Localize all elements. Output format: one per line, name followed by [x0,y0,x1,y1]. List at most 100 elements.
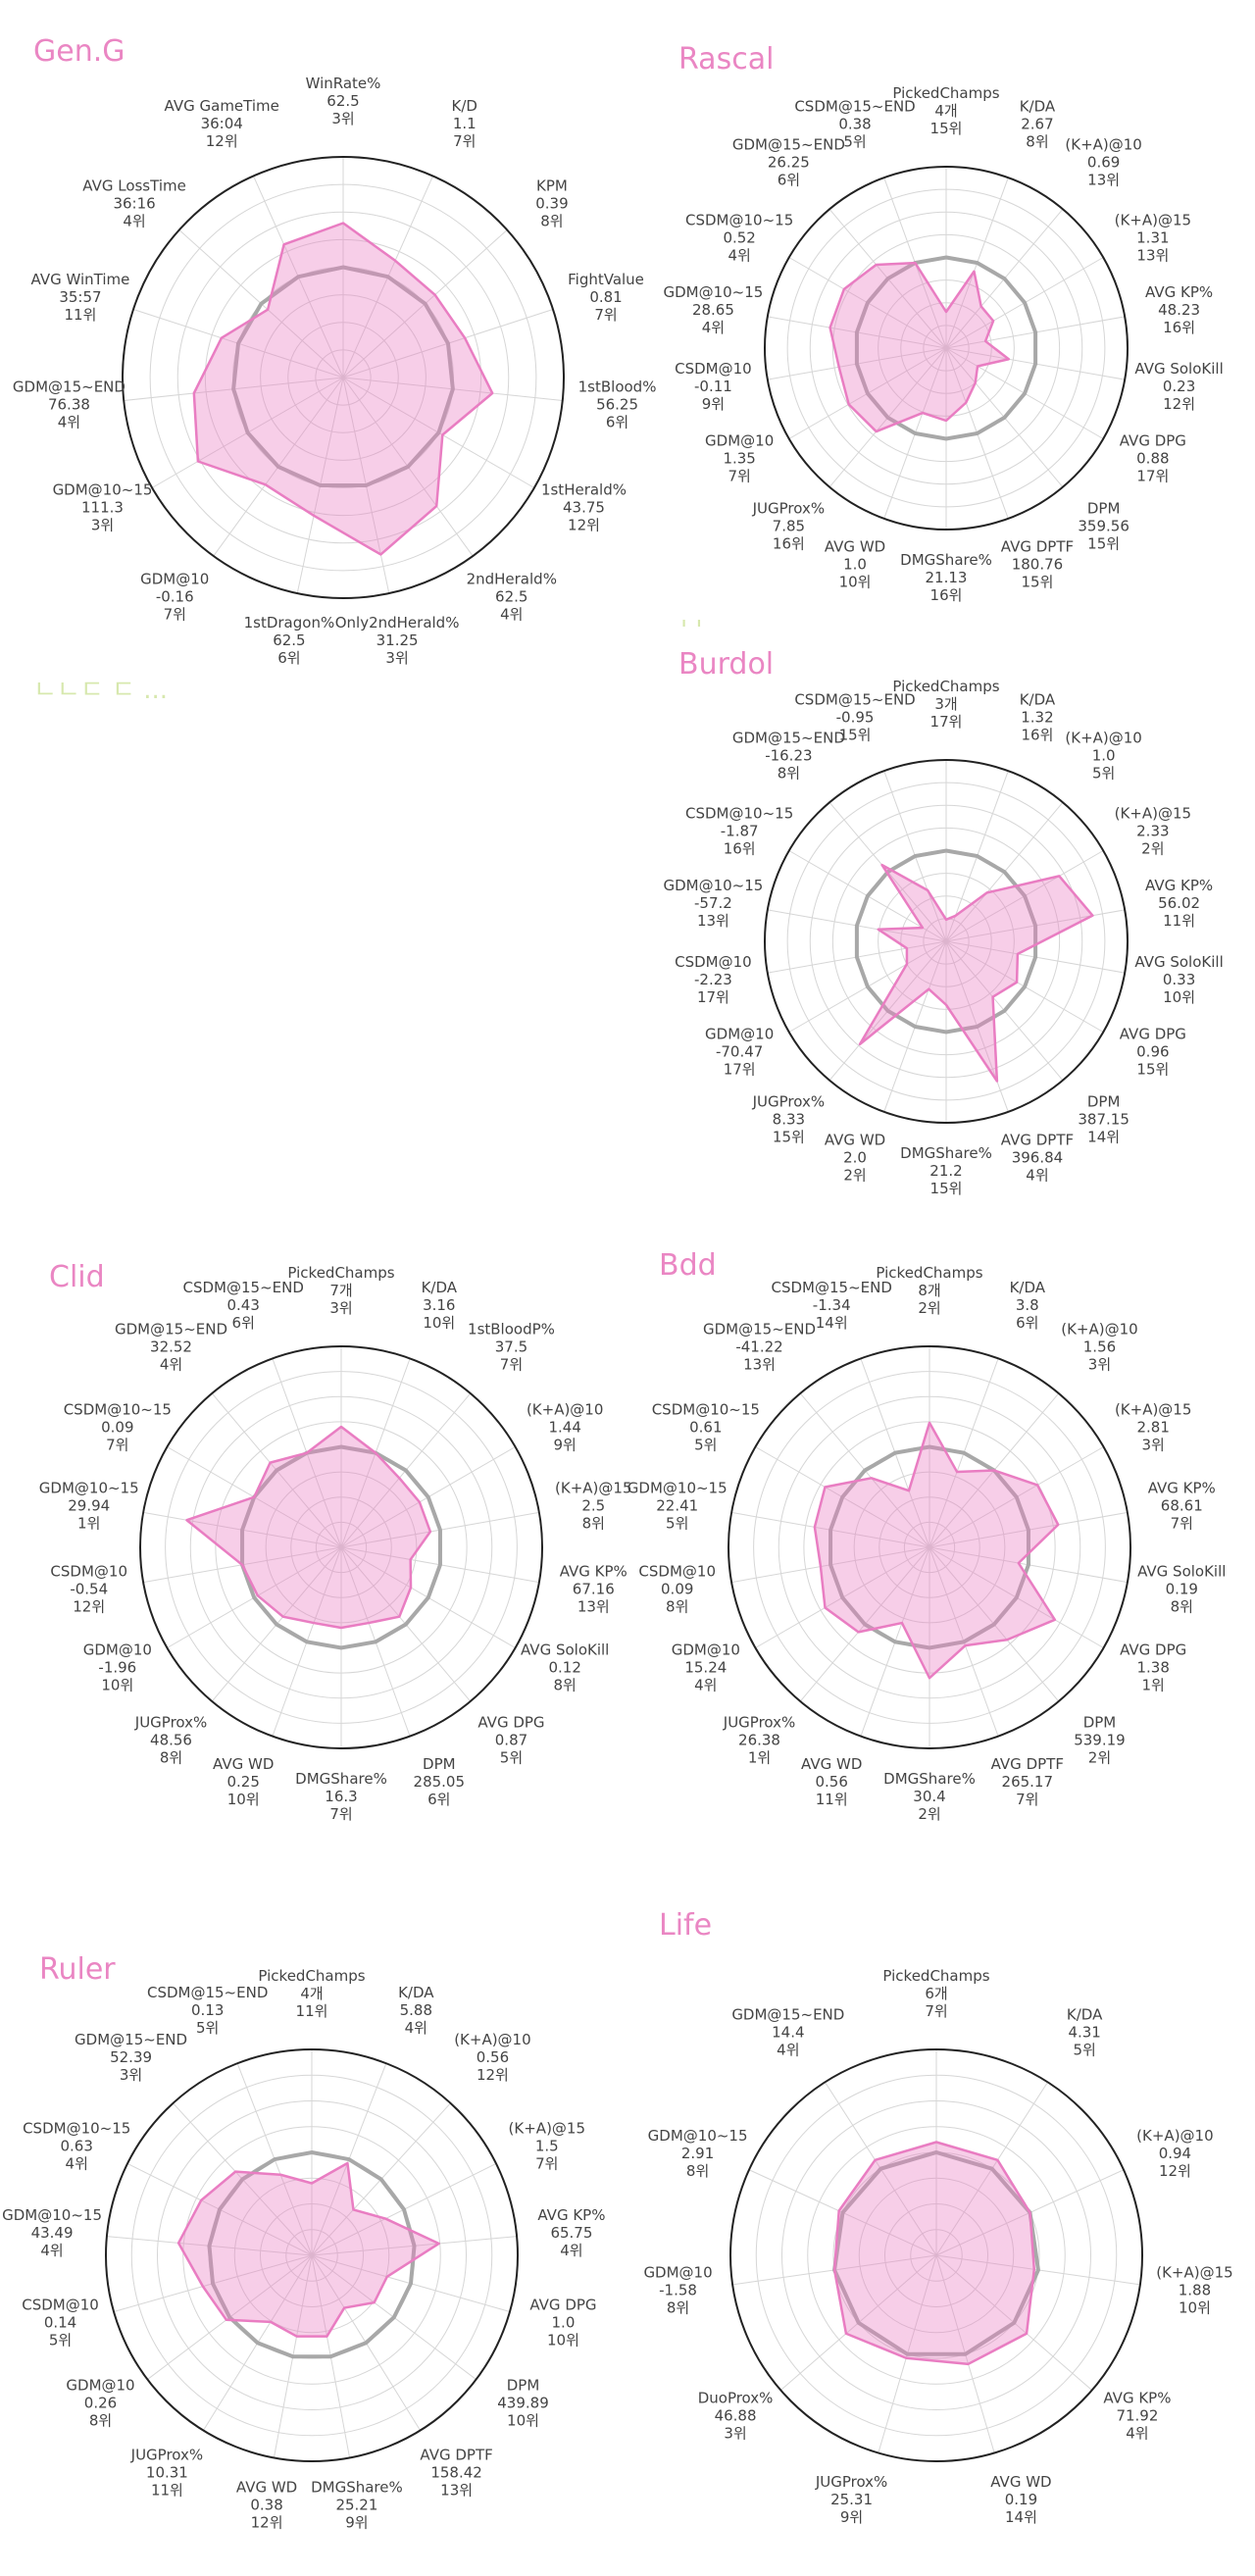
axis-label: AVG SoloKill 0.19 8위 [1137,1563,1226,1616]
axis-name: AVG WD [825,537,885,555]
axis-name: AVG KP% [1145,877,1213,894]
axis-label: (K+A)@15 2.5 8위 [555,1479,631,1532]
axis-label: GDM@15~END -41.22 13위 [703,1320,816,1373]
axis-label: DMGShare% 21.2 15위 [900,1144,992,1197]
axis-value: -1.87 [721,823,759,840]
axis-label: CSDM@10~15 0.52 4위 [685,212,793,265]
axis-rank: 10위 [1179,2299,1211,2317]
axis-label: AVG WD 0.19 14위 [990,2473,1051,2526]
axis-label: CSDM@10~15 0.09 7위 [64,1401,172,1454]
axis-value: 25.31 [830,2491,873,2508]
axis-rank: 7위 [453,132,476,150]
axis-value: 31.25 [376,631,419,649]
axis-label: JUGProx% 48.56 8위 [134,1714,208,1767]
chart-title: Rascal [678,42,774,76]
axis-label: 1stDragon% 62.5 6위 [244,614,335,667]
axis-name: K/D [452,97,477,115]
axis-name: GDM@15~END [75,2031,187,2048]
axis-rank: 12위 [1163,395,1195,413]
axis-label: GDM@10~15 29.94 1위 [39,1479,139,1532]
axis-label: AVG DPTF 265.17 7위 [991,1755,1064,1808]
axis-label: AVG LossTime 36:16 4위 [82,177,186,230]
axis-value: 0.26 [84,2395,117,2412]
axis-name: AVG WD [990,2473,1051,2491]
axis-label: AVG DPG 0.87 5위 [477,1714,544,1767]
axis-rank: 17위 [930,713,963,731]
axis-name: DMGShare% [311,2479,403,2497]
axis-label: AVG WD 2.0 2위 [825,1131,885,1184]
axis-value: 0.38 [838,116,871,133]
axis-rank: 6위 [277,649,300,667]
axis-name: AVG WD [825,1131,885,1148]
axis-value: 2.91 [681,2145,714,2162]
axis-rank: 3위 [724,2425,746,2443]
axis-label: CSDM@15~END 0.13 5위 [147,1984,268,2037]
axis-value: -1.58 [659,2282,697,2299]
axis-value: 111.3 [81,499,124,517]
axis-name: DMGShare% [883,1770,976,1788]
axis-label: AVG DPG 0.96 15위 [1120,1026,1186,1079]
axis-name: GDM@15~END [732,730,845,747]
axis-name: AVG GameTime [165,97,279,115]
axis-rank: 8위 [554,1677,577,1694]
axis-label: Only2ndHerald% 31.25 3위 [335,614,460,667]
outer-ring [764,759,1129,1124]
axis-rank: 13위 [1136,247,1169,265]
axis-name: CSDM@10~15 [652,1401,760,1419]
axis-value: 0.56 [816,1773,848,1791]
axis-rank: 1위 [748,1749,771,1767]
axis-value: 29.94 [68,1496,110,1514]
axis-name: CSDM@10 [22,2296,99,2313]
axis-rank: 4위 [702,319,725,336]
axis-label: AVG SoloKill 0.33 10위 [1134,953,1223,1006]
axis-value: 439.89 [497,2395,549,2412]
axis-name: AVG WinTime [31,271,130,288]
axis-name: CSDM@10~15 [64,1401,172,1419]
axis-rank: 5위 [666,1514,688,1532]
axis-rank: 1위 [77,1514,100,1532]
axis-label: DPM 539.19 2위 [1074,1714,1126,1767]
axis-value: 1.31 [1136,229,1169,247]
axis-value: -0.11 [694,378,732,395]
axis-value: 62.5 [273,631,305,649]
axis-rank: 15위 [930,1180,963,1197]
axis-value: 396.84 [1012,1148,1064,1166]
chart-title: Bdd [659,1248,717,1283]
axis-value: 21.2 [929,1162,962,1180]
axis-rank: 16위 [1163,319,1195,336]
axis-rank: 4위 [1026,1166,1048,1184]
axis-name: AVG DPTF [991,1755,1064,1773]
axis-name: JUGProx% [752,1092,826,1110]
axis-name: PickedChamps [876,1264,982,1282]
axis-rank: 2위 [918,1805,940,1823]
axis-value: 158.42 [430,2464,482,2482]
axis-rank: 11위 [65,306,97,324]
axis-name: AVG LossTime [82,177,186,195]
axis-value: 1.38 [1136,1659,1169,1677]
axis-label: DPM 359.56 15위 [1078,499,1130,552]
axis-rank: 9위 [554,1437,577,1454]
axis-value: 3.8 [1016,1296,1039,1314]
axis-name: GDM@10 [705,1026,774,1043]
axis-value: 0.14 [44,2313,76,2331]
axis-rank: 7위 [594,306,617,324]
axis-label: GDM@10 -1.96 10위 [83,1642,152,1694]
outer-ring [122,156,565,599]
axis-name: DMGShare% [900,551,992,569]
axis-value: -0.95 [836,709,875,727]
axis-name: GDM@15~END [703,1320,816,1338]
axis-rank: 11위 [816,1791,848,1808]
axis-rank: 13위 [743,1355,776,1373]
axis-name: GDM@15~END [13,379,126,396]
axis-value: 0.09 [101,1419,133,1437]
axis-label: 1stBlood% 56.25 6위 [578,379,657,431]
axis-label: AVG SoloKill 0.23 12위 [1134,360,1223,413]
axis-value: 2.0 [843,1148,867,1166]
axis-label: AVG SoloKill 0.12 8위 [521,1642,609,1694]
axis-value: 21.13 [926,569,968,586]
axis-value: 16.3 [325,1788,357,1805]
axis-rank: 8위 [540,213,563,230]
axis-rank: 10위 [547,2331,579,2349]
